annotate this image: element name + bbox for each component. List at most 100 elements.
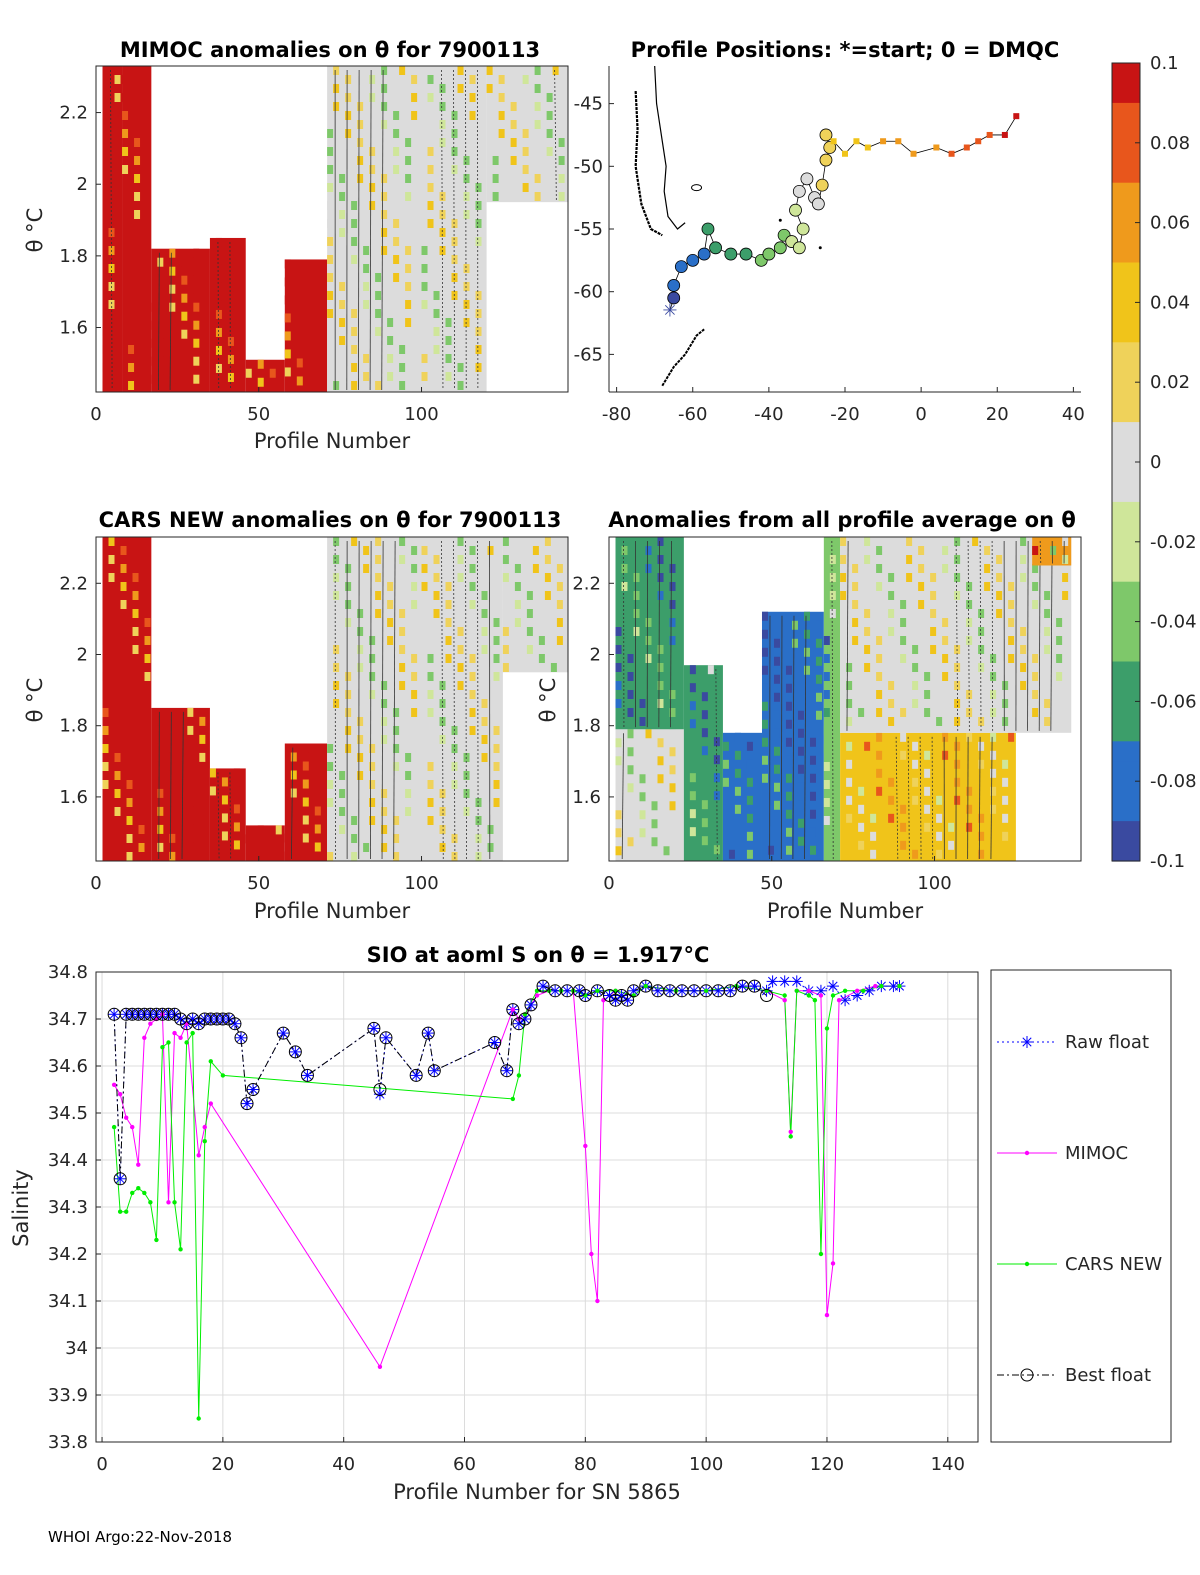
heatmap-cell xyxy=(357,717,364,726)
heatmap-cell xyxy=(546,129,553,138)
heatmap-cell xyxy=(1056,672,1063,681)
heatmap-cell xyxy=(823,816,830,825)
data-point xyxy=(724,984,737,997)
heatmap-cell xyxy=(1056,708,1063,717)
heatmap-cell xyxy=(181,752,188,762)
legend-item: MIMOC xyxy=(997,1143,1128,1164)
heatmap-cell xyxy=(657,627,664,636)
heatmap-cell xyxy=(930,609,937,618)
profile-position-marker xyxy=(853,138,860,145)
y-tick-label: 33.9 xyxy=(48,1385,88,1406)
heatmap-cell xyxy=(427,147,434,156)
x-tick-label: 80 xyxy=(574,1454,597,1475)
data-point xyxy=(172,1030,177,1036)
heatmap-cell xyxy=(445,564,452,573)
heatmap-cell xyxy=(918,546,925,555)
heatmap-cell xyxy=(522,147,529,156)
heatmap-cell xyxy=(144,654,151,663)
contour-line xyxy=(931,736,934,860)
heatmap-cell xyxy=(463,264,470,273)
data-point xyxy=(824,1026,830,1031)
heatmap-cell xyxy=(1044,663,1051,672)
data-point xyxy=(276,1026,290,1040)
heatmap-cell xyxy=(157,824,164,834)
contour-line xyxy=(453,69,455,391)
contour-line xyxy=(381,69,384,391)
heatmap-cell xyxy=(381,66,388,75)
heatmap-cell xyxy=(966,804,973,814)
heatmap-cell xyxy=(327,834,334,843)
heatmap-cell xyxy=(302,833,309,843)
heatmap-cell xyxy=(888,681,895,690)
heatmap-cell xyxy=(157,806,164,816)
heatmap-cell xyxy=(633,537,640,546)
data-point xyxy=(178,1247,183,1252)
heatmap-cell xyxy=(1050,546,1057,555)
heatmap-cell xyxy=(1008,546,1015,555)
data-point xyxy=(166,1200,171,1205)
heatmap-cell xyxy=(912,741,919,751)
heatmap-cell xyxy=(864,627,871,636)
heatmap-cell xyxy=(621,582,628,591)
heatmap-cell xyxy=(427,690,434,699)
heatmap-cell xyxy=(966,822,973,832)
heatmap-cell xyxy=(689,683,696,693)
heatmap-cell xyxy=(108,300,115,309)
heatmap-cell xyxy=(978,609,985,618)
profile-position-marker xyxy=(709,241,722,255)
heatmap-cell xyxy=(275,825,282,835)
heatmap-cell xyxy=(639,810,646,820)
heatmap-cell xyxy=(363,372,370,381)
heatmap-cell xyxy=(215,273,222,283)
heatmap-cell xyxy=(345,111,352,120)
data-point xyxy=(590,984,604,998)
heatmap-cell xyxy=(102,672,109,681)
heatmap-cell xyxy=(333,609,340,618)
data-point xyxy=(748,980,761,993)
heatmap-cell xyxy=(393,798,400,807)
heatmap-cell xyxy=(199,716,206,726)
data-point xyxy=(794,988,799,993)
average-axes-frame xyxy=(608,536,1082,862)
data-point xyxy=(172,1200,177,1205)
heatmap-cell xyxy=(357,753,364,762)
heatmap-cell xyxy=(809,809,816,819)
heatmap-cell xyxy=(663,846,670,856)
heatmap-cell xyxy=(900,822,907,832)
heatmap-cell xyxy=(475,219,482,228)
heatmap-cell xyxy=(486,84,493,93)
data-point xyxy=(824,1312,830,1318)
profile-position-marker xyxy=(724,247,738,261)
heatmap-cell xyxy=(327,183,334,192)
heatmap-cell xyxy=(327,780,334,789)
heatmap-cell xyxy=(302,797,309,807)
heatmap-cell xyxy=(114,93,121,102)
heatmap-cell xyxy=(393,780,400,789)
heatmap-cell xyxy=(284,851,291,861)
legend-item: Raw float xyxy=(997,1032,1149,1053)
heatmap-cell xyxy=(233,822,240,832)
heatmap-cell xyxy=(221,813,228,823)
heatmap-cell xyxy=(785,701,792,711)
heatmap-cell xyxy=(773,728,780,738)
heatmap-cell xyxy=(1008,618,1015,627)
heatmap-cell xyxy=(502,645,509,654)
heatmap-cell xyxy=(846,663,853,672)
heatmap-cell xyxy=(393,816,400,825)
contour-line xyxy=(990,736,993,860)
colorbar-tick-label: 0 xyxy=(1150,452,1161,473)
y-tick-label: -50 xyxy=(574,156,603,177)
data-point xyxy=(589,1251,594,1257)
heatmap-cell xyxy=(221,777,228,787)
profile-position-marker xyxy=(792,241,806,255)
heatmap-cell xyxy=(421,582,428,591)
heatmap-cell xyxy=(657,738,664,748)
heatmap-cell xyxy=(972,537,979,546)
heatmap-cell xyxy=(411,600,418,609)
heatmap-cell xyxy=(320,376,327,386)
y-tick-label: 1.6 xyxy=(59,318,88,339)
heatmap-cell xyxy=(439,843,446,852)
x-tick-label: 0 xyxy=(90,873,101,894)
heatmap-cell xyxy=(978,699,985,708)
heatmap-cell xyxy=(369,654,376,663)
